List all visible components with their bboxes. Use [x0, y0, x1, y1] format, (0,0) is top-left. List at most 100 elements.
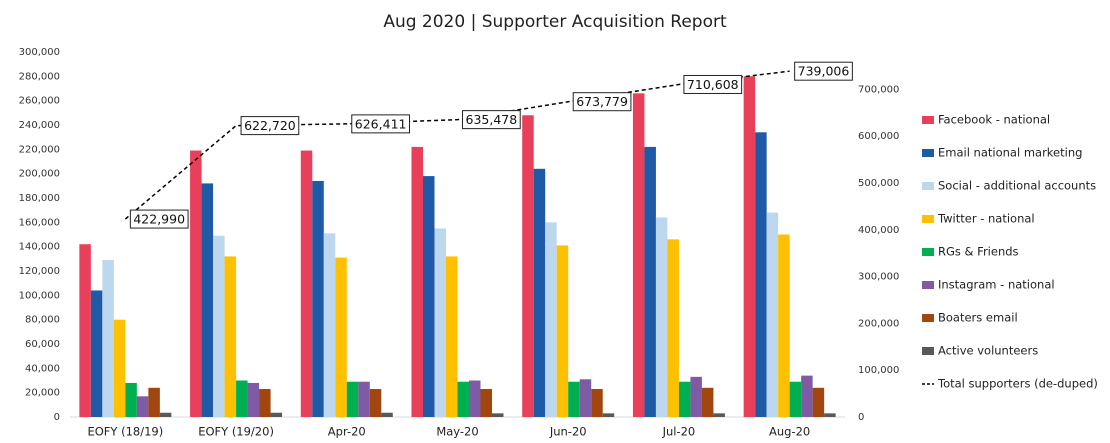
- bar: [644, 146, 656, 417]
- bar: [113, 319, 126, 417]
- y-tick-label: 280,000: [19, 71, 60, 82]
- bar: [602, 413, 615, 417]
- x-tick-label: May-20: [436, 425, 478, 439]
- y2-tick-label: 600,000: [858, 131, 899, 142]
- legend-label: Email national marketing: [938, 146, 1082, 160]
- data-label-box: [240, 116, 300, 136]
- legend-label: Twitter - national: [937, 212, 1035, 226]
- legend-swatch: [922, 149, 934, 157]
- legend-label: Active volunteers: [938, 344, 1038, 358]
- y-tick-label: 40,000: [25, 363, 60, 374]
- data-label: 626,411: [355, 116, 407, 131]
- bar: [323, 233, 336, 417]
- bar: [159, 412, 172, 417]
- bar: [801, 375, 813, 417]
- bar: [678, 381, 691, 417]
- bar: [743, 76, 756, 417]
- bar: [667, 239, 679, 417]
- legend-label: Instagram - national: [938, 278, 1055, 292]
- legend-swatch: [922, 347, 934, 355]
- bar: [90, 290, 103, 417]
- bar: [556, 245, 569, 417]
- bar: [480, 389, 492, 417]
- bar: [701, 387, 714, 417]
- bar: [213, 235, 225, 417]
- y-tick-label: 60,000: [25, 339, 60, 350]
- bar: [136, 396, 149, 417]
- data-label: 710,608: [687, 77, 739, 92]
- y-tick-label: 180,000: [19, 193, 60, 204]
- y-tick-label: 100,000: [19, 290, 60, 301]
- y-tick-label: 0: [54, 412, 60, 423]
- y-tick-label: 240,000: [19, 120, 60, 131]
- bar: [247, 382, 260, 417]
- y-tick-label: 140,000: [19, 242, 60, 253]
- x-tick-label: EOFY (19/20): [198, 425, 274, 439]
- legend-swatch: [922, 116, 934, 124]
- y2-tick-label: 300,000: [858, 272, 899, 283]
- legend-swatch: [922, 182, 934, 190]
- legend-swatch: [922, 215, 934, 223]
- bar: [434, 228, 446, 417]
- y-tick-label: 80,000: [25, 315, 60, 326]
- bar: [655, 217, 668, 417]
- bar: [236, 380, 248, 417]
- bar: [446, 256, 458, 417]
- x-tick-label: EOFY (18/19): [87, 425, 163, 439]
- bar: [713, 413, 725, 417]
- y2-tick-label: 200,000: [858, 318, 899, 329]
- bar: [358, 381, 370, 417]
- bar: [457, 381, 469, 417]
- bar: [778, 234, 790, 417]
- y-tick-label: 120,000: [19, 266, 60, 277]
- legend-swatch: [922, 314, 934, 322]
- bar: [469, 380, 481, 417]
- y-tick-label: 260,000: [19, 96, 60, 107]
- bar: [492, 413, 504, 417]
- bar: [300, 150, 313, 418]
- bar: [568, 381, 580, 417]
- y2-tick-label: 100,000: [858, 365, 899, 376]
- data-label: 422,990: [133, 212, 185, 227]
- y-tick-label: 160,000: [19, 217, 60, 228]
- data-label: 622,720: [244, 118, 296, 133]
- line: [124, 70, 790, 220]
- data-label-box: [572, 92, 632, 112]
- bar: [125, 382, 137, 417]
- x-tick-label: Jul-20: [662, 425, 696, 439]
- data-label-box: [129, 209, 189, 229]
- bar: [789, 381, 802, 417]
- legend-swatch: [922, 248, 934, 256]
- bar: [190, 150, 202, 418]
- legend-label: RGs & Friends: [938, 245, 1019, 259]
- data-label: 739,006: [798, 64, 850, 79]
- bar: [632, 93, 645, 417]
- bar: [259, 389, 271, 417]
- legend-label: Total supporters (de-duped): [937, 377, 1098, 391]
- legend-label: Social - additional accounts: [938, 179, 1096, 193]
- bar: [79, 244, 91, 417]
- bar: [335, 257, 347, 417]
- y2-tick-label: 400,000: [858, 225, 899, 236]
- data-label: 673,779: [576, 94, 628, 109]
- x-tick-label: Apr-20: [328, 425, 366, 439]
- bar: [312, 180, 324, 417]
- bar: [591, 389, 603, 417]
- bar: [270, 412, 283, 417]
- bar: [346, 381, 359, 417]
- bar: [411, 146, 423, 417]
- y-tick-label: 200,000: [19, 169, 60, 180]
- y2-tick-label: 500,000: [858, 178, 899, 189]
- data-label-box: [794, 61, 853, 81]
- y-tick-label: 300,000: [19, 47, 60, 58]
- bar: [369, 389, 382, 417]
- bar: [381, 412, 393, 417]
- legend-label: Facebook - national: [938, 113, 1050, 127]
- bar: [812, 387, 825, 417]
- legend-label: Boaters email: [938, 311, 1018, 325]
- x-tick-label: Jun-20: [549, 425, 587, 439]
- bar: [690, 376, 702, 417]
- data-label-box: [683, 74, 743, 94]
- data-label: 635,478: [466, 112, 518, 127]
